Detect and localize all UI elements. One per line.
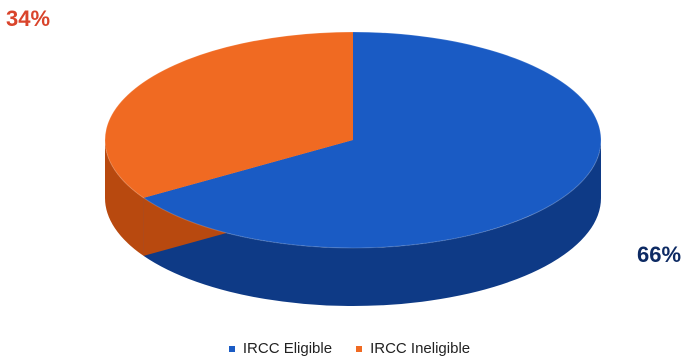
slice-label-ircc-eligible: 66% [637, 242, 682, 267]
legend-swatch-ircc-eligible [228, 345, 235, 352]
chart-legend: IRCC Eligible IRCC Ineligible [0, 340, 699, 357]
legend-label-ircc-ineligible: IRCC Ineligible [370, 340, 471, 357]
legend-item-ircc-ineligible: IRCC Ineligible [356, 340, 470, 357]
legend-swatch-ircc-ineligible [356, 345, 363, 352]
legend-item-ircc-eligible: IRCC Eligible [228, 340, 333, 357]
pie-top-edge [104, 31, 602, 249]
slice-label-ircc-ineligible: 34% [6, 6, 51, 31]
legend-label-ircc-eligible: IRCC Eligible [242, 340, 333, 357]
pie-slice-ircc-eligible [143, 32, 601, 249]
pie-side-ircc-eligible [143, 140, 601, 306]
pie-side-ircc-ineligible [105, 140, 144, 256]
pie-slice-ircc-ineligible [104, 32, 353, 198]
